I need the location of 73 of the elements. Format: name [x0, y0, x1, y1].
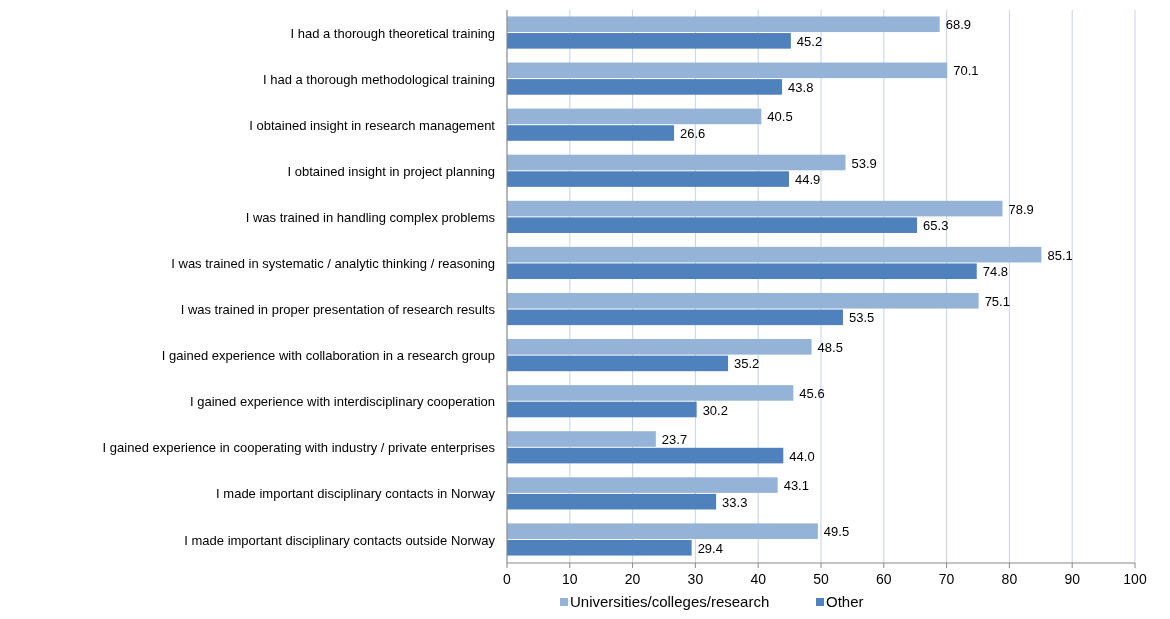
y-tick-label: I gained experience with collaboration in a research group [161, 348, 495, 364]
data-label: 53.5 [848, 310, 875, 326]
bar [507, 125, 675, 141]
y-tick-label: I had a thorough methodological training [263, 71, 495, 87]
bar [507, 108, 762, 125]
x-tick-label: 60 [876, 571, 892, 587]
bar [507, 431, 656, 447]
data-label: 78.9 [1008, 201, 1034, 217]
bar [507, 539, 692, 556]
bar [507, 355, 729, 372]
data-label: 26.6 [680, 126, 706, 142]
data-label: 68.9 [945, 17, 971, 33]
data-label: 48.5 [817, 339, 843, 355]
x-tick-label: 100 [1123, 571, 1147, 587]
bar [507, 401, 697, 418]
bar [507, 263, 977, 280]
data-label: 40.5 [767, 109, 793, 125]
y-tick-label: I made important disciplinary contacts outside Norway [184, 532, 496, 548]
bar [507, 16, 940, 33]
data-label: 49.5 [823, 524, 850, 540]
data-label: 43.1 [783, 478, 809, 494]
bar [507, 447, 784, 464]
x-tick-label: 50 [813, 571, 829, 587]
y-tick-label: I obtained insight in research management [249, 117, 496, 133]
data-label: 43.8 [788, 79, 814, 95]
y-tick-label: I made important disciplinary contacts in Norway [216, 486, 496, 502]
bar [507, 79, 783, 95]
bar [507, 339, 812, 355]
data-label: 70.1 [953, 63, 979, 79]
y-tick-label: I was trained in proper presentation of research results [180, 302, 496, 318]
x-tick-label: 70 [938, 571, 955, 587]
x-tick-label: 30 [687, 571, 704, 587]
y-tick-label: I gained experience with interdisciplinary cooperation [190, 394, 495, 410]
y-tick-label: I gained experience in cooperating with industry / private enterprises [102, 440, 496, 456]
data-label: 74.8 [982, 264, 1009, 280]
data-label: 33.3 [722, 494, 748, 510]
data-label: 44.0 [789, 448, 815, 464]
x-tick-label: 90 [1064, 571, 1081, 587]
y-tick-label: I was trained in systematic / analytic thinking / reasoning [171, 256, 495, 272]
data-label: 30.2 [702, 402, 728, 418]
data-label: 65.3 [923, 218, 949, 234]
data-label: 23.7 [661, 432, 688, 448]
data-label: 44.9 [794, 172, 821, 188]
bar [507, 309, 843, 326]
x-tick-label: 0 [503, 571, 512, 587]
bar [507, 477, 778, 493]
bar [507, 246, 1042, 263]
data-label: 29.4 [697, 540, 723, 556]
y-tick-label: I had a thorough theoretical training [290, 25, 495, 41]
bar [507, 385, 794, 401]
x-tick-label: 10 [562, 571, 578, 587]
bar [507, 292, 979, 309]
data-label: 85.1 [1047, 247, 1073, 263]
y-tick-label: I obtained insight in project planning [287, 163, 495, 179]
bar [507, 62, 948, 79]
bar [507, 154, 846, 171]
data-label: 35.2 [734, 356, 760, 372]
data-label: 45.2 [796, 33, 823, 49]
bar [507, 523, 818, 539]
bar [507, 171, 789, 187]
legend-label: Universities/colleges/research [570, 593, 770, 611]
bar [507, 200, 1003, 217]
bar [507, 33, 791, 49]
data-label: 45.6 [799, 385, 825, 401]
x-tick-label: 20 [624, 571, 641, 587]
data-label: 75.1 [984, 293, 1010, 309]
bar [507, 493, 717, 510]
data-label: 53.9 [851, 155, 877, 171]
y-tick-label: I was trained in handling complex problems [245, 209, 496, 225]
bar [507, 217, 918, 233]
x-tick-label: 40 [750, 571, 767, 587]
legend-label: Other [826, 593, 864, 611]
x-tick-label: 80 [1001, 571, 1018, 587]
